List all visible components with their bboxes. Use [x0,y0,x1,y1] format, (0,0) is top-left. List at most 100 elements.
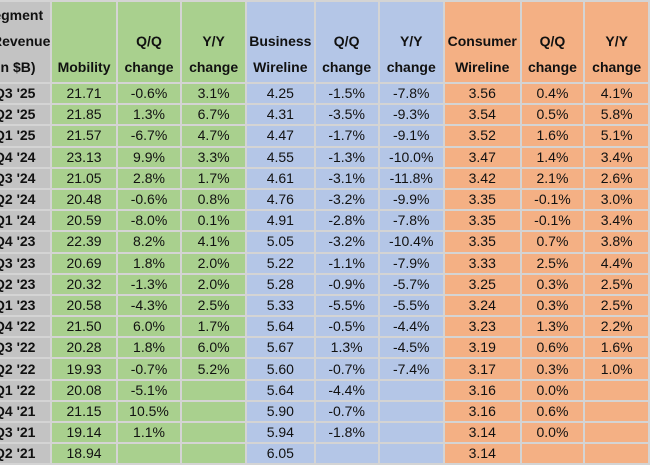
mobility-cell: 18.94 [50,442,118,465]
business-yy-cell: -5.7% [377,272,445,296]
mobility-yy-cell: 6.0% [180,336,247,360]
mobility-qq-cell: 2.8% [115,166,183,190]
business-wireline-cell: 6.05 [244,442,316,465]
consumer-yy-cell: 3.0% [583,187,650,212]
table-row: Q3 '2421.052.8%1.7%4.61-3.1%-11.8%3.422.… [0,166,650,190]
mobility-qq-cell: 1.3% [115,103,183,127]
mobility-qq-cell: -0.6% [115,187,183,212]
mobility-cell: 20.32 [50,272,118,296]
mobility-cell: 23.13 [50,145,118,169]
business-yy-cell: -10.4% [377,230,445,254]
mobility-yy-cell: 3.3% [180,145,247,169]
business-yy-cell: -9.9% [377,187,445,212]
consumer-wireline-cell: 3.47 [442,145,522,169]
business-yy-cell: -7.8% [377,209,445,233]
mobility-cell: 20.58 [50,293,118,318]
mobility-cell: 21.15 [50,399,118,424]
consumer-yy-cell: 3.8% [583,230,650,254]
business-yy-cell [377,399,445,424]
mobility-qq-cell: 1.8% [115,336,183,360]
mobility-yy-cell [180,378,247,402]
business-wireline-cell: 5.60 [244,357,316,381]
business-yy-cell: -9.1% [377,124,445,148]
business-wireline-cell: 4.47 [244,124,316,148]
consumer-wireline-cell: 3.24 [442,293,522,318]
business-yy-cell [377,378,445,402]
mobility-qq-cell: 6.0% [115,315,183,339]
business-qq-cell: -0.9% [313,272,380,296]
business-wireline-cell: 5.22 [244,251,316,275]
business-yy-cell: -5.5% [377,293,445,318]
business-wireline-cell: 4.31 [244,103,316,127]
mobility-qq-cell: -5.1% [115,378,183,402]
consumer-yy-cell: 5.8% [583,103,650,127]
quarter-label: Q2 '23 [0,272,53,296]
quarter-label: Q1 '23 [0,293,53,318]
mobility-yy-cell: 0.8% [180,187,247,212]
mobility-yy-cell: 2.0% [180,251,247,275]
consumer-qq-cell: 0.3% [519,357,586,381]
table-row: Q4 '2221.506.0%1.7%5.64-0.5%-4.4%3.231.3… [0,315,650,339]
consumer-yy-cell: 2.2% [583,315,650,339]
table-row: Q1 '2420.59-8.0%0.1%4.91-2.8%-7.8%3.35-0… [0,209,650,233]
consumer-qq-cell: 2.1% [519,166,586,190]
business-wireline-cell: 4.91 [244,209,316,233]
quarter-label: Q3 '23 [0,251,53,275]
table-row: Q2 '2219.93-0.7%5.2%5.60-0.7%-7.4%3.170.… [0,357,650,381]
consumer-yy-cell [583,442,650,465]
header-mobility: Mobility [50,0,118,84]
mobility-cell: 20.48 [50,187,118,212]
mobility-cell: 19.93 [50,357,118,381]
consumer-qq-cell: 0.0% [519,378,586,402]
mobility-cell: 20.69 [50,251,118,275]
business-wireline-cell: 5.90 [244,399,316,424]
mobility-yy-cell: 6.7% [180,103,247,127]
quarter-label: Q1 '22 [0,378,53,402]
mobility-yy-cell: 0.1% [180,209,247,233]
mobility-yy-cell: 1.7% [180,166,247,190]
consumer-yy-cell: 3.4% [583,145,650,169]
header-consumer-yy: Y/Y change [583,0,650,84]
consumer-wireline-cell: 3.16 [442,399,522,424]
business-yy-cell [377,420,445,445]
mobility-qq-cell: 8.2% [115,230,183,254]
business-qq-cell: -4.4% [313,378,380,402]
business-wireline-cell: 5.33 [244,293,316,318]
business-wireline-cell: 5.05 [244,230,316,254]
table-row: Q2 '2521.851.3%6.7%4.31-3.5%-9.3%3.540.5… [0,103,650,127]
business-qq-cell: -1.7% [313,124,380,148]
business-qq-cell: 1.3% [313,336,380,360]
business-qq-cell: -0.7% [313,357,380,381]
business-wireline-cell: 5.64 [244,315,316,339]
consumer-qq-cell: 0.6% [519,399,586,424]
table-body: Q3 '2521.71-0.6%3.1%4.25-1.5%-7.8%3.560.… [0,81,650,465]
business-qq-cell: -1.3% [313,145,380,169]
business-qq-cell: -5.5% [313,293,380,318]
mobility-qq-cell: -8.0% [115,209,183,233]
mobility-yy-cell [180,399,247,424]
business-yy-cell: -7.9% [377,251,445,275]
business-yy-cell: -4.4% [377,315,445,339]
business-wireline-cell: 5.28 [244,272,316,296]
consumer-qq-cell: 0.6% [519,336,586,360]
mobility-qq-cell: -1.3% [115,272,183,296]
quarter-label: Q2 '24 [0,187,53,212]
quarter-label: Q4 '21 [0,399,53,424]
mobility-qq-cell: -0.6% [115,81,183,106]
consumer-wireline-cell: 3.25 [442,272,522,296]
mobility-cell: 20.59 [50,209,118,233]
mobility-cell: 21.85 [50,103,118,127]
quarter-label: Q3 '25 [0,81,53,106]
business-qq-cell: -0.7% [313,399,380,424]
quarter-label: Q4 '24 [0,145,53,169]
consumer-wireline-cell: 3.19 [442,336,522,360]
mobility-cell: 20.28 [50,336,118,360]
business-wireline-cell: 4.76 [244,187,316,212]
business-yy-cell: -10.0% [377,145,445,169]
consumer-qq-cell: 1.3% [519,315,586,339]
quarter-label: Q4 '23 [0,230,53,254]
consumer-qq-cell: 0.7% [519,230,586,254]
consumer-wireline-cell: 3.33 [442,251,522,275]
